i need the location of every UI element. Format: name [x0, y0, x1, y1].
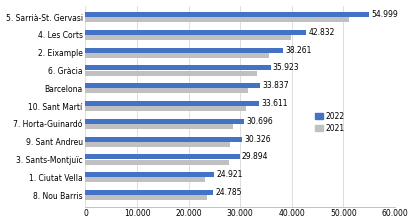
- Text: 35.923: 35.923: [272, 63, 299, 72]
- Bar: [85, 65, 270, 70]
- Bar: [85, 142, 230, 147]
- Text: 30.696: 30.696: [245, 117, 272, 126]
- Bar: [85, 160, 228, 165]
- Bar: [85, 71, 256, 76]
- Text: 33.837: 33.837: [261, 81, 288, 90]
- Bar: [85, 172, 214, 177]
- Text: 24.785: 24.785: [215, 188, 241, 197]
- Bar: [85, 53, 268, 58]
- Bar: [85, 12, 368, 17]
- Bar: [85, 88, 247, 93]
- Bar: [85, 35, 290, 40]
- Bar: [85, 177, 204, 183]
- Legend: 2022, 2021: 2022, 2021: [311, 109, 347, 136]
- Text: 38.261: 38.261: [284, 45, 311, 55]
- Bar: [85, 83, 259, 88]
- Text: 33.611: 33.611: [260, 99, 287, 108]
- Bar: [85, 190, 213, 195]
- Bar: [85, 17, 348, 22]
- Text: 42.832: 42.832: [308, 28, 334, 37]
- Bar: [85, 124, 232, 129]
- Bar: [85, 106, 246, 111]
- Bar: [85, 195, 206, 200]
- Bar: [85, 47, 282, 53]
- Bar: [85, 119, 243, 124]
- Text: 24.921: 24.921: [216, 170, 242, 179]
- Bar: [85, 137, 241, 142]
- Text: 30.326: 30.326: [243, 135, 270, 144]
- Bar: [85, 154, 239, 159]
- Bar: [85, 101, 258, 106]
- Text: 29.894: 29.894: [241, 152, 268, 161]
- Text: 54.999: 54.999: [370, 10, 397, 19]
- Bar: [85, 30, 306, 35]
